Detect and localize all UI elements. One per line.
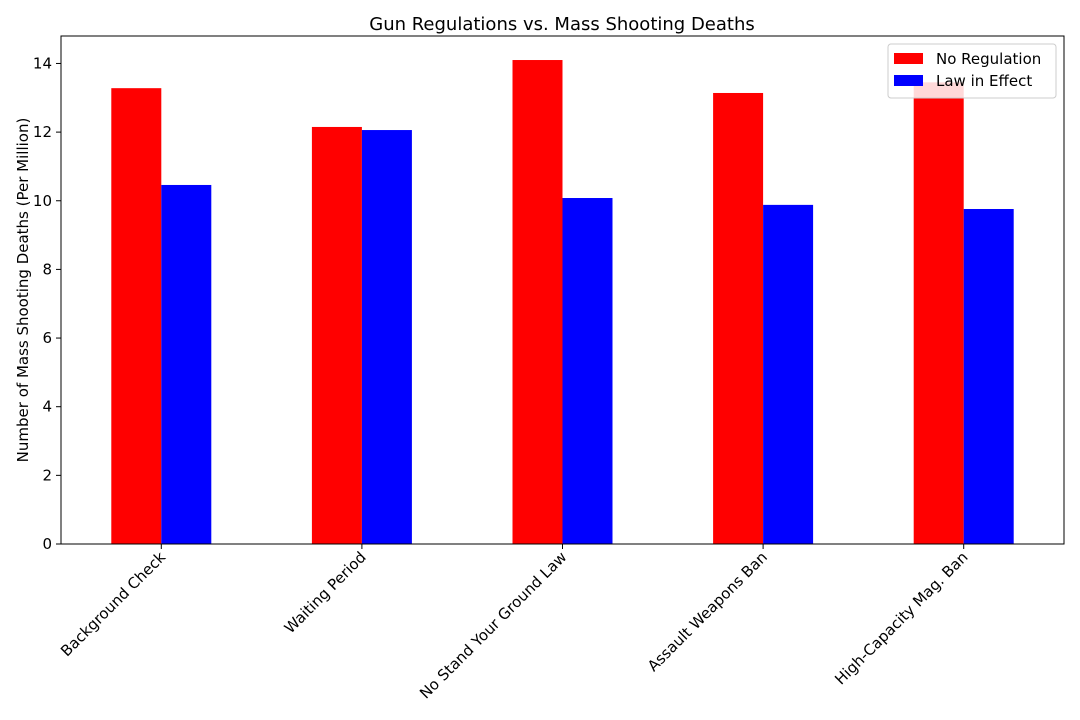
- y-tick-label: 10: [33, 192, 52, 210]
- bar-law-in-effect-background-check: [161, 184, 212, 544]
- bar-law-in-effect-waiting-period: [361, 130, 412, 544]
- x-tick-label-high-capacity-mag-ban: High-Capacity Mag. Ban: [831, 548, 971, 688]
- y-tick-label: 14: [33, 54, 52, 72]
- x-tick-label-assault-weapons-ban: Assault Weapons Ban: [644, 548, 771, 675]
- bar-no-regulation-no-stand-your-ground-law: [512, 60, 563, 544]
- x-tick-label-waiting-period: Waiting Period: [281, 548, 370, 637]
- y-tick-label: 0: [42, 535, 52, 553]
- legend-swatch-law-in-effect: [894, 75, 923, 86]
- bar-law-in-effect-no-stand-your-ground-law: [562, 198, 613, 544]
- legend-swatch-no-regulation: [894, 53, 923, 64]
- y-tick-label: 12: [33, 123, 52, 141]
- x-tick-label-no-stand-your-ground-law: No Stand Your Ground Law: [416, 548, 570, 702]
- y-tick-label: 8: [42, 260, 52, 278]
- bar-law-in-effect-high-capacity-mag-ban: [963, 208, 1014, 544]
- x-axis: Background Check Waiting Period No Stand Y…: [57, 544, 972, 702]
- bar-no-regulation-waiting-period: [311, 126, 362, 544]
- y-tick-label: 4: [42, 398, 52, 416]
- bar-no-regulation-assault-weapons-ban: [713, 92, 764, 544]
- legend-frame: [887, 43, 1057, 99]
- y-tick-label: 2: [42, 466, 52, 484]
- legend-label-no-regulation: No Regulation: [936, 50, 1041, 68]
- y-axis-label: Number of Mass Shooting Deaths (Per Mill…: [14, 118, 32, 463]
- legend-label-law-in-effect: Law in Effect: [936, 72, 1032, 90]
- bar-law-in-effect-assault-weapons-ban: [763, 204, 814, 544]
- bar-no-regulation-background-check: [111, 88, 162, 544]
- legend: No Regulation Law in Effect: [887, 43, 1057, 99]
- y-tick-label: 6: [42, 329, 52, 347]
- x-tick-label-background-check: Background Check: [57, 548, 169, 660]
- chart-title: Gun Regulations vs. Mass Shooting Deaths: [369, 14, 755, 35]
- bars-group: [111, 60, 1014, 545]
- y-axis: 0 2 4 6 8 10 12 14: [33, 54, 61, 553]
- bar-no-regulation-high-capacity-mag-ban: [913, 82, 964, 545]
